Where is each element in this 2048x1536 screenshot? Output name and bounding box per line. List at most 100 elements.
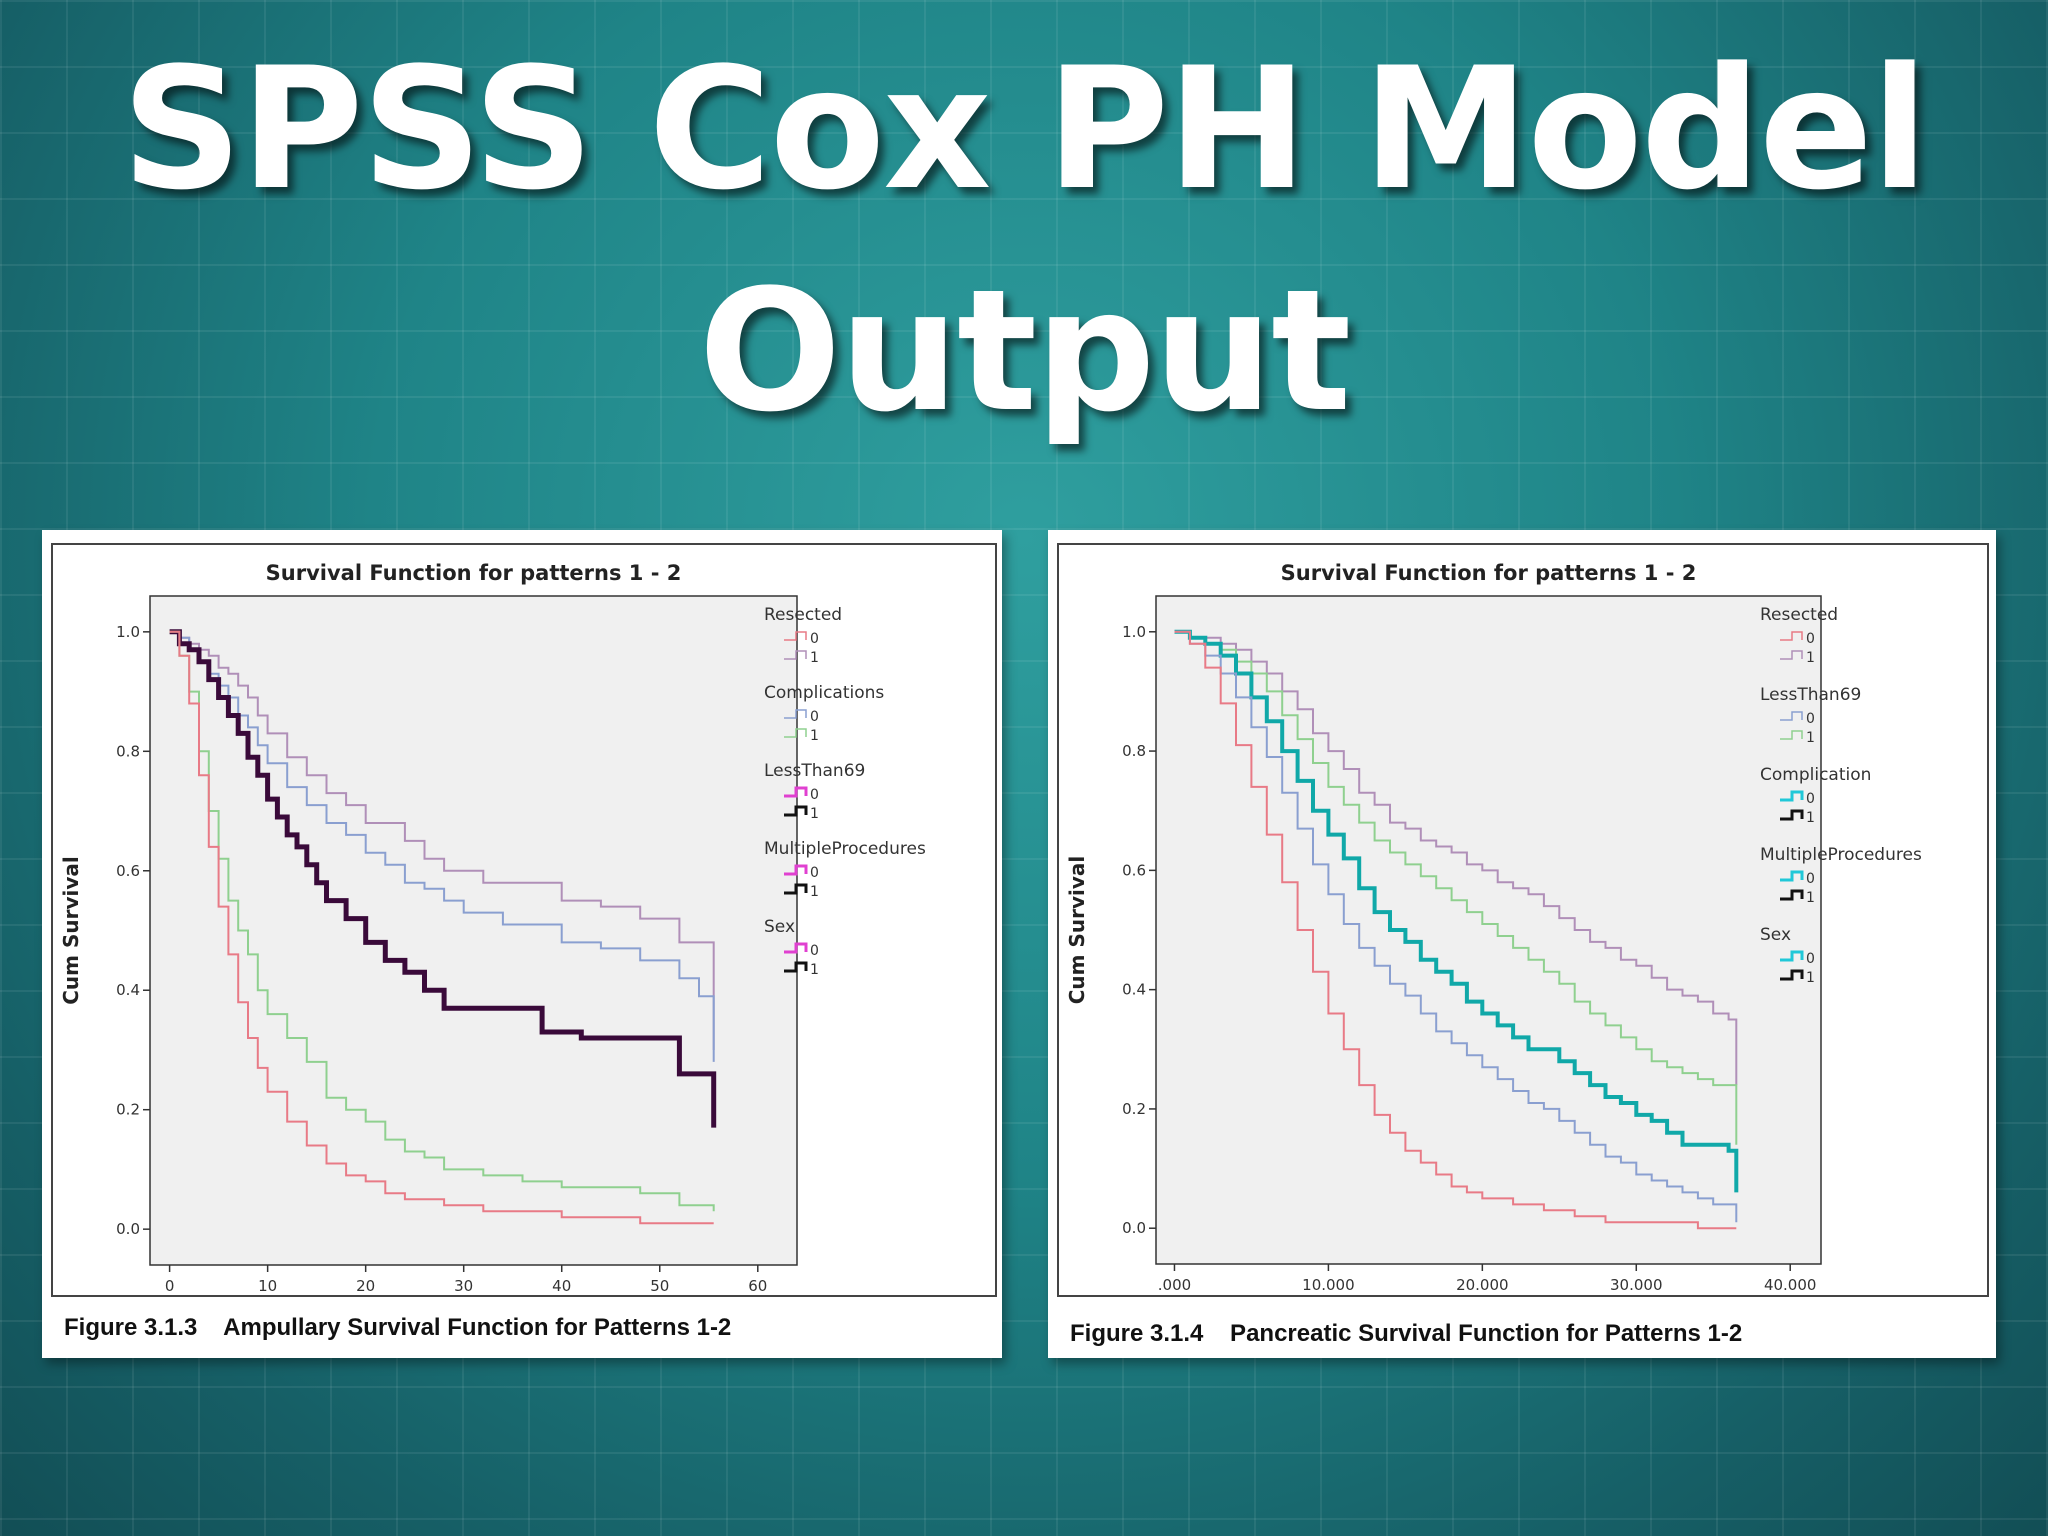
pancreatic-survival-curve-5 — [1174, 630, 1737, 1230]
pancreatic-x-axis-label: FollowUpMonths — [1395, 1307, 1582, 1310]
pancreatic-y-tick-label: 0.8 — [1122, 742, 1146, 760]
pancreatic-legend-swatch — [1780, 870, 1804, 882]
ampullary-legend-swatch — [784, 650, 807, 660]
slide-title: SPSS Cox PH Model Output — [0, 18, 2048, 462]
pancreatic-legend-group-title: Resected — [1760, 605, 1838, 625]
pancreatic-survival-curve-2 — [1174, 630, 1738, 1145]
ampullary-x-tick-label: 40 — [552, 1277, 571, 1295]
pancreatic-legend-swatch — [1780, 969, 1804, 981]
ampullary-legend-swatch — [784, 631, 807, 641]
pancreatic-y-tick-label: 0.6 — [1122, 861, 1146, 879]
pancreatic-legend-swatch — [1780, 809, 1804, 821]
figure-caption-ampullary: Figure 3.1.3 Ampullary Survival Function… — [64, 1314, 732, 1341]
pancreatic-legend-swatch — [1780, 711, 1803, 721]
ampullary-legend-label: 0 — [810, 709, 819, 725]
slide-title-line2: Output — [698, 253, 1352, 449]
pancreatic-legend-group-title: Sex — [1760, 925, 1791, 945]
pancreatic-x-tick-label: 30.000 — [1610, 1276, 1663, 1294]
ampullary-y-tick-label: 0.2 — [116, 1101, 140, 1119]
pancreatic-y-tick-label: 0.2 — [1122, 1100, 1146, 1118]
ampullary-x-axis-label: FollowUpMonths — [380, 1308, 567, 1310]
pancreatic-legend-label: 0 — [1806, 871, 1815, 887]
ampullary-survival-curve-1 — [169, 630, 715, 1050]
ampullary-legend-swatch — [784, 864, 808, 876]
pancreatic-legend-group-title: LessThan69 — [1760, 685, 1861, 705]
figure-panel-pancreatic: Survival Function for patterns 1 - 2 0.0 0… — [1048, 530, 1996, 1358]
pancreatic-legend-label: 1 — [1806, 890, 1815, 906]
pancreatic-legend-swatch — [1780, 950, 1804, 962]
ampullary-survival-curve-4 — [169, 630, 715, 1212]
ampullary-x-tick-label: 60 — [748, 1277, 767, 1295]
pancreatic-legend-group-title: Complication — [1760, 765, 1871, 785]
figure-caption-pancreatic: Figure 3.1.4 Pancreatic Survival Functio… — [1070, 1320, 1743, 1347]
ampullary-legend-label: 1 — [810, 806, 819, 822]
pancreatic-x-tick-label: 10.000 — [1302, 1276, 1355, 1294]
ampullary-legend-group-title: LessThan69 — [764, 761, 865, 781]
pancreatic-legend-swatch — [1780, 650, 1803, 660]
ampullary-survival-curve-2 — [169, 630, 715, 1062]
slide-title-line1: SPSS Cox PH Model — [121, 31, 1928, 227]
pancreatic-survival-curve-3 — [1174, 629, 1739, 1193]
ampullary-legend-label: 0 — [810, 943, 819, 959]
ampullary-legend-swatch — [784, 709, 807, 719]
ampullary-survival-curve-3 — [169, 629, 717, 1128]
ampullary-x-tick-label: 50 — [650, 1277, 669, 1295]
pancreatic-legend-label: 0 — [1806, 951, 1815, 967]
ampullary-legend-label: 0 — [810, 631, 819, 647]
pancreatic-survival-chart: Survival Function for patterns 1 - 20.00… — [1057, 543, 1989, 1310]
figure-panel-ampullary: Survival Function for patterns 1 - 2 0.0 0… — [42, 530, 1002, 1358]
ampullary-legend-label: 1 — [810, 884, 819, 900]
ampullary-survival-curve-5 — [169, 630, 714, 1225]
ampullary-y-axis-label: Cum Survival — [59, 856, 83, 1005]
pancreatic-survival-curve-1 — [1174, 630, 1738, 1086]
pancreatic-legend-label: 0 — [1806, 791, 1815, 807]
ampullary-legend-swatch — [784, 728, 807, 738]
ampullary-y-tick-label: 0.8 — [116, 742, 140, 760]
pancreatic-legend-swatch — [1780, 790, 1804, 802]
ampullary-legend-label: 0 — [810, 787, 819, 803]
ampullary-legend-label: 1 — [810, 650, 819, 666]
ampullary-y-tick-label: 0.4 — [116, 981, 140, 999]
ampullary-legend-swatch — [784, 961, 808, 973]
pancreatic-x-tick-label: 40.000 — [1764, 1276, 1817, 1294]
ampullary-x-tick-label: 0 — [165, 1277, 175, 1295]
ampullary-legend-group-title: MultipleProcedures — [764, 839, 926, 859]
ampullary-legend-group-title: Sex — [764, 917, 795, 937]
ampullary-chart-title: Survival Function for patterns 1 - 2 — [266, 561, 682, 585]
ampullary-legend-swatch — [784, 786, 808, 798]
pancreatic-x-tick-label: 20.000 — [1456, 1276, 1509, 1294]
ampullary-legend-group-title: Complications — [764, 683, 884, 703]
ampullary-legend-swatch — [784, 942, 808, 954]
ampullary-legend-label: 1 — [810, 962, 819, 978]
pancreatic-legend-swatch — [1780, 730, 1803, 740]
ampullary-x-tick-label: 20 — [356, 1277, 375, 1295]
ampullary-x-tick-label: 10 — [258, 1277, 277, 1295]
ampullary-x-tick-label: 30 — [454, 1277, 473, 1295]
ampullary-legend-label: 1 — [810, 728, 819, 744]
ampullary-survival-chart: Survival Function for patterns 1 - 2 0.0 0… — [51, 543, 997, 1310]
pancreatic-y-axis-label: Cum Survival — [1065, 856, 1089, 1005]
pancreatic-legend-swatch — [1780, 631, 1803, 641]
pancreatic-x-tick-label: .000 — [1158, 1276, 1191, 1294]
ampullary-y-tick-label: 1.0 — [116, 623, 140, 641]
pancreatic-chart-title: Survival Function for patterns 1 - 2 — [1281, 561, 1697, 585]
pancreatic-legend-label: 1 — [1806, 650, 1815, 666]
pancreatic-legend-group-title: MultipleProcedures — [1760, 845, 1922, 865]
pancreatic-survival-curve-4 — [1174, 630, 1738, 1223]
ampullary-y-tick-label: 0.0 — [116, 1220, 140, 1238]
ampullary-legend-group-title: Resected — [764, 605, 842, 625]
pancreatic-y-tick-label: 0.0 — [1122, 1219, 1146, 1237]
pancreatic-legend-label: 1 — [1806, 810, 1815, 826]
pancreatic-legend-label: 1 — [1806, 970, 1815, 986]
pancreatic-legend-label: 0 — [1806, 711, 1815, 727]
pancreatic-y-tick-label: 0.4 — [1122, 981, 1146, 999]
ampullary-legend-swatch — [784, 805, 808, 817]
ampullary-legend-swatch — [784, 883, 808, 895]
ampullary-legend-label: 0 — [810, 865, 819, 881]
ampullary-y-tick-label: 0.6 — [116, 862, 140, 880]
ampullary-plot-area — [149, 595, 798, 1266]
pancreatic-legend-label: 1 — [1806, 730, 1815, 746]
pancreatic-y-tick-label: 1.0 — [1122, 623, 1146, 641]
pancreatic-legend-label: 0 — [1806, 631, 1815, 647]
pancreatic-legend-swatch — [1780, 889, 1804, 901]
